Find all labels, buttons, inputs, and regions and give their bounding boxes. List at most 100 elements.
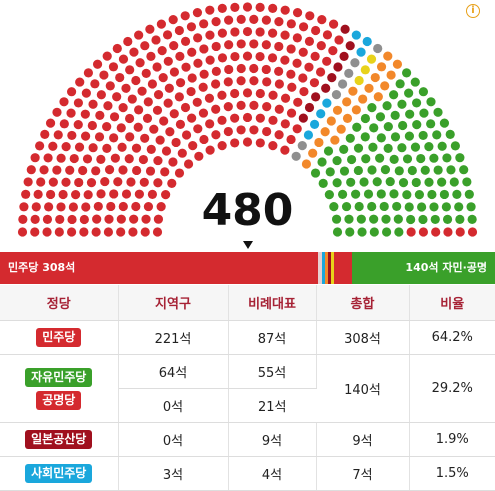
seat-dot [83, 68, 93, 78]
seat-dot [92, 214, 102, 224]
bar-segment [333, 252, 353, 284]
seat-dot [186, 22, 197, 32]
bar-segment [330, 252, 334, 284]
seat-dot [75, 77, 85, 87]
seat-dot [211, 66, 221, 76]
seat-dot [211, 130, 221, 140]
seat-dot [332, 227, 343, 237]
seat-dot [217, 141, 227, 151]
seat-dot [187, 47, 197, 57]
seat-dot [317, 15, 327, 25]
seat-dot [134, 105, 144, 115]
party-badge-sdp: 사회민주당 [25, 464, 93, 483]
seat-dot [131, 75, 141, 86]
seat-dot [262, 77, 272, 87]
seat-dot [268, 115, 278, 125]
seat-dot [175, 78, 186, 88]
seat-dot [249, 100, 259, 110]
seat-dot [330, 135, 340, 145]
seat-dot [109, 133, 119, 143]
seat-dot [331, 214, 342, 224]
bar-segment [321, 252, 325, 284]
seat-dot [183, 159, 194, 169]
seat-dot [324, 190, 334, 200]
seat-dot [94, 132, 105, 142]
seat-dot [316, 109, 326, 119]
seat-dot [223, 77, 233, 87]
seat-dot [109, 112, 120, 122]
seat-dot [308, 148, 318, 158]
cell-district: 3석 [118, 456, 229, 491]
seat-dot [332, 105, 343, 115]
seat-dot [236, 100, 246, 110]
seat-dot [175, 51, 185, 61]
seat-dot [174, 168, 185, 178]
seat-dot [286, 69, 296, 79]
seat-dot [102, 143, 112, 153]
seat-dot [52, 165, 62, 175]
seat-dot [402, 68, 412, 78]
seat-dot [91, 227, 101, 237]
seat-dot [432, 130, 442, 140]
seat-dot [292, 124, 302, 134]
cell-total: 140석 [316, 354, 410, 423]
seat-dot [381, 214, 391, 224]
seat-dot [135, 58, 145, 68]
seat-dot [99, 70, 109, 80]
seat-dot [383, 143, 393, 153]
seat-dot [255, 113, 265, 123]
seat-dot [66, 108, 76, 118]
seat-dot [397, 99, 407, 109]
seat-dot [83, 190, 93, 200]
cell-pr: 21석 [228, 388, 316, 423]
seat-dot [351, 189, 361, 199]
seat-dot [274, 79, 284, 89]
seat-dot [419, 108, 429, 118]
seat-dot [416, 153, 426, 164]
seat-dot [446, 165, 456, 175]
seat-dot [35, 141, 45, 151]
seat-dot [161, 146, 172, 156]
seat-dot [242, 2, 253, 12]
seat-dot [45, 118, 56, 128]
seat-dot [156, 19, 166, 29]
seat-dot [165, 127, 175, 137]
seat-dot [145, 166, 156, 176]
seat-dot [217, 3, 227, 14]
seat-dot [297, 141, 307, 151]
cell-pr: 87석 [228, 320, 317, 355]
seat-dot [327, 73, 337, 83]
seat-dot [169, 67, 180, 77]
seat-dot [128, 227, 138, 237]
seat-dot [236, 76, 246, 86]
seat-dot [429, 202, 439, 212]
seat-dot [199, 69, 209, 79]
seat-dot [342, 113, 353, 123]
seat-dot [439, 118, 450, 128]
seat-dot [414, 190, 424, 200]
cell-total: 7석 [316, 456, 410, 491]
seat-dot [224, 64, 234, 75]
info-icon[interactable]: i [466, 4, 480, 18]
seat-dot [268, 90, 278, 100]
seat-dot [280, 55, 290, 65]
seat-dot [55, 214, 65, 225]
seat-dot [129, 47, 139, 57]
seat-dot [143, 97, 153, 107]
seat-dot [131, 143, 142, 153]
seat-dot [405, 109, 415, 119]
seat-dot [117, 142, 127, 152]
seat-dot [36, 177, 46, 187]
seat-dot [360, 113, 370, 124]
seat-dot [153, 214, 164, 224]
seat-dot [211, 41, 221, 52]
table-row: 0석 21석 [0, 388, 495, 423]
seat-dot [87, 120, 97, 131]
bar-segment [327, 252, 331, 284]
seat-dot [375, 153, 385, 163]
seat-dot [249, 14, 259, 24]
seat-dot [81, 88, 91, 98]
seat-dot [163, 56, 173, 66]
seat-dot [268, 28, 278, 38]
cell-ratio: 64.2% [409, 320, 495, 355]
